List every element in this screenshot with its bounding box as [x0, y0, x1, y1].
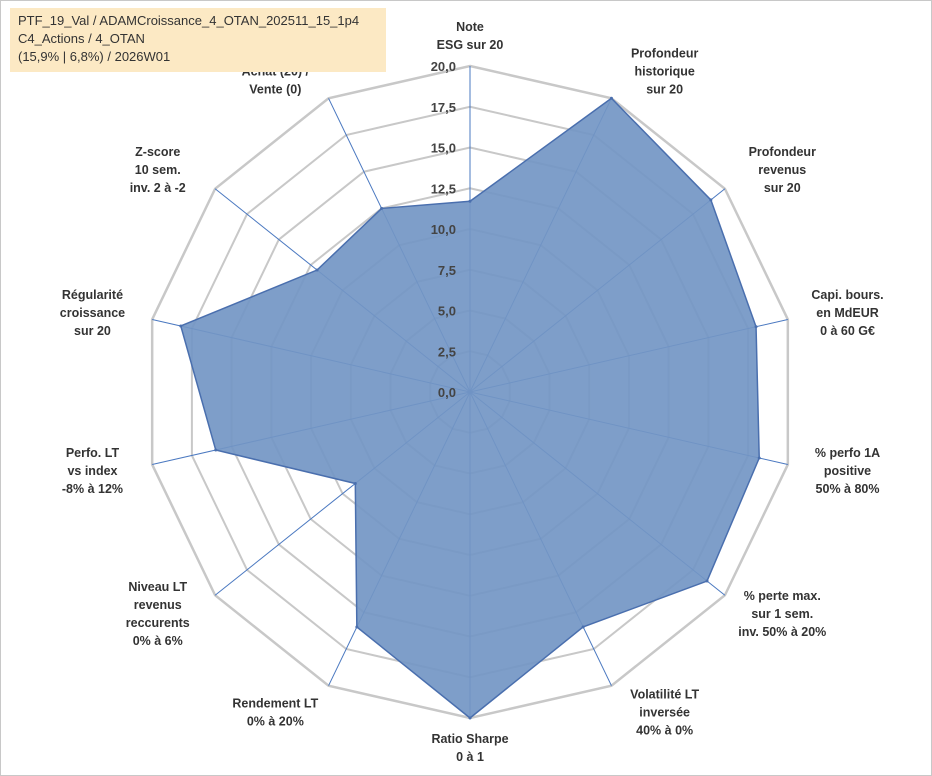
axis-label: Perfo. LT [66, 446, 120, 460]
tick-label: 0,0 [438, 385, 456, 400]
radar-series [179, 96, 761, 720]
series-point [380, 206, 384, 210]
axis-label: 0 à 1 [456, 750, 484, 764]
axis-label: Vente (0) [249, 82, 301, 96]
axis-label: % perte max. [744, 589, 821, 603]
series-point [468, 716, 472, 720]
tick-label: 10,0 [431, 222, 456, 237]
axis-label: sur 20 [764, 181, 801, 195]
tick-label: 17,5 [431, 100, 456, 115]
axis-label: Volatilité LT [630, 688, 699, 702]
axis-label: historique [634, 64, 694, 78]
series-point [757, 456, 761, 460]
axis-label: Profondeur [631, 46, 698, 60]
series-point [353, 481, 357, 485]
series-point [709, 198, 713, 202]
series-point [581, 625, 585, 629]
axis-label: vs index [67, 464, 117, 478]
axis-label: Capi. bours. [811, 288, 883, 302]
axis-label: Niveau LT [128, 580, 187, 594]
tick-label: 20,0 [431, 59, 456, 74]
axis-label: en MdEUR [816, 306, 879, 320]
tick-label: 2,5 [438, 344, 456, 359]
tick-label: 12,5 [431, 181, 456, 196]
info-box: PTF_19_Val / ADAMCroissance_4_OTAN_20251… [10, 8, 386, 72]
axis-label: Ratio Sharpe [431, 732, 508, 746]
axis-label: 0 à 60 G€ [820, 324, 875, 338]
axis-label: 50% à 80% [816, 482, 880, 496]
tick-label: 15,0 [431, 141, 456, 156]
series-point [705, 579, 709, 583]
axis-label: croissance [60, 306, 125, 320]
axis-label: Z-score [135, 145, 180, 159]
axis-label: revenus [758, 163, 806, 177]
series-point [609, 96, 613, 100]
axis-label: revenus [134, 598, 182, 612]
axis-label: -8% à 12% [62, 482, 123, 496]
axis-label: sur 20 [74, 324, 111, 338]
axis-label: Note [456, 20, 484, 34]
axis-label: 10 sem. [135, 163, 181, 177]
axis-label: inv. 50% à 20% [738, 625, 826, 639]
axis-label: sur 1 sem. [751, 607, 813, 621]
info-line-2: C4_Actions / 4_OTAN [18, 31, 145, 46]
radar-axis-labels: Note ESG sur 20 Profondeur historique sur 20… [60, 20, 884, 764]
series-point [179, 324, 183, 328]
axis-label: % perfo 1A [815, 446, 880, 460]
series-point [355, 625, 359, 629]
axis-label: 40% à 0% [636, 724, 693, 738]
axis-label: inv. 2 à -2 [130, 181, 186, 195]
series-point [468, 199, 472, 203]
radar-tick-labels: 0,0 2,5 5,0 7,5 10,0 12,5 15,0 17,5 20,0 [431, 59, 456, 400]
axis-label: reccurents [126, 616, 190, 630]
tick-label: 5,0 [438, 304, 456, 319]
info-line-1: PTF_19_Val / ADAMCroissance_4_OTAN_20251… [18, 13, 360, 28]
series-point [754, 325, 758, 329]
axis-label: ESG sur 20 [437, 38, 504, 52]
axis-label: Rendement LT [232, 697, 318, 711]
axis-label: 0% à 20% [247, 715, 304, 729]
info-line-3: (15,9% | 6,8%) / 2026W01 [18, 49, 171, 64]
tick-label: 7,5 [438, 263, 456, 278]
axis-label: Régularité [62, 288, 123, 302]
series-point [315, 268, 319, 272]
axis-label: Profondeur [749, 145, 816, 159]
axis-label: inversée [639, 706, 690, 720]
axis-label: positive [824, 464, 871, 478]
axis-label: sur 20 [646, 82, 683, 96]
axis-label: 0% à 6% [133, 634, 183, 648]
series-point [214, 448, 218, 452]
